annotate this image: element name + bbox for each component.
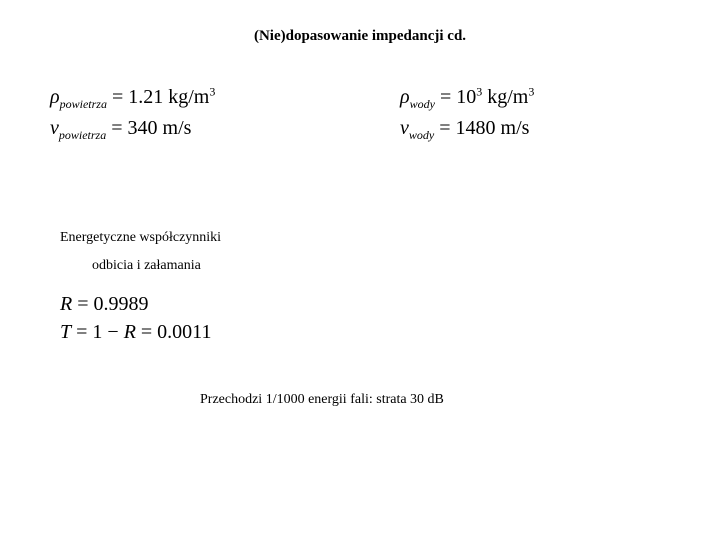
v-symbol: ν — [50, 117, 59, 139]
equations-coefficients: R = 0.9989 T = 1 − R = 0.0011 — [60, 290, 211, 346]
v-air-line: νpowietrza = 340 m/s — [50, 113, 215, 144]
v-air-val: = 340 m/s — [106, 117, 191, 139]
t-line: T = 1 − R = 0.0011 — [60, 318, 211, 346]
subtitle-line1: Energetyczne współczynniki — [60, 230, 221, 246]
rho-symbol: ρ — [50, 86, 60, 108]
equations-air: ρpowietrza = 1.21 kg/m3 νpowietrza = 340… — [50, 82, 215, 144]
rho-water-sup2: 3 — [528, 84, 534, 98]
t-symbol: T — [60, 321, 71, 343]
r-val: = 0.9989 — [72, 293, 148, 315]
v-water-val: = 1480 m/s — [434, 117, 529, 139]
rho-water-line: ρwody = 103 kg/m3 — [400, 82, 534, 113]
t-rsym: R — [124, 321, 136, 343]
equations-water: ρwody = 103 kg/m3 νwody = 1480 m/s — [400, 82, 534, 144]
v-water-sub: wody — [409, 128, 434, 142]
rho-water-val: = 10 — [435, 86, 476, 108]
t-eq2: = 0.0011 — [136, 321, 212, 343]
v-water-line: νwody = 1480 m/s — [400, 113, 534, 144]
conclusion-text: Przechodzi 1/1000 energii fali: strata 3… — [200, 392, 444, 408]
rho-water-unit: kg/m — [482, 86, 528, 108]
subtitle-line2: odbicia i załamania — [92, 258, 201, 274]
rho-air-sub: powietrza — [60, 97, 107, 111]
rho-air-val: = 1.21 kg/m — [107, 86, 209, 108]
rho-air-sup: 3 — [209, 84, 215, 98]
r-line: R = 0.9989 — [60, 290, 211, 318]
rho-water-sub: wody — [410, 97, 435, 111]
t-eq1: = 1 − — [71, 321, 124, 343]
v-air-sub: powietrza — [59, 128, 106, 142]
slide-title: (Nie)dopasowanie impedancji cd. — [0, 28, 720, 45]
rho-air-line: ρpowietrza = 1.21 kg/m3 — [50, 82, 215, 113]
v-symbol-w: ν — [400, 117, 409, 139]
rho-symbol-w: ρ — [400, 86, 410, 108]
r-symbol: R — [60, 293, 72, 315]
